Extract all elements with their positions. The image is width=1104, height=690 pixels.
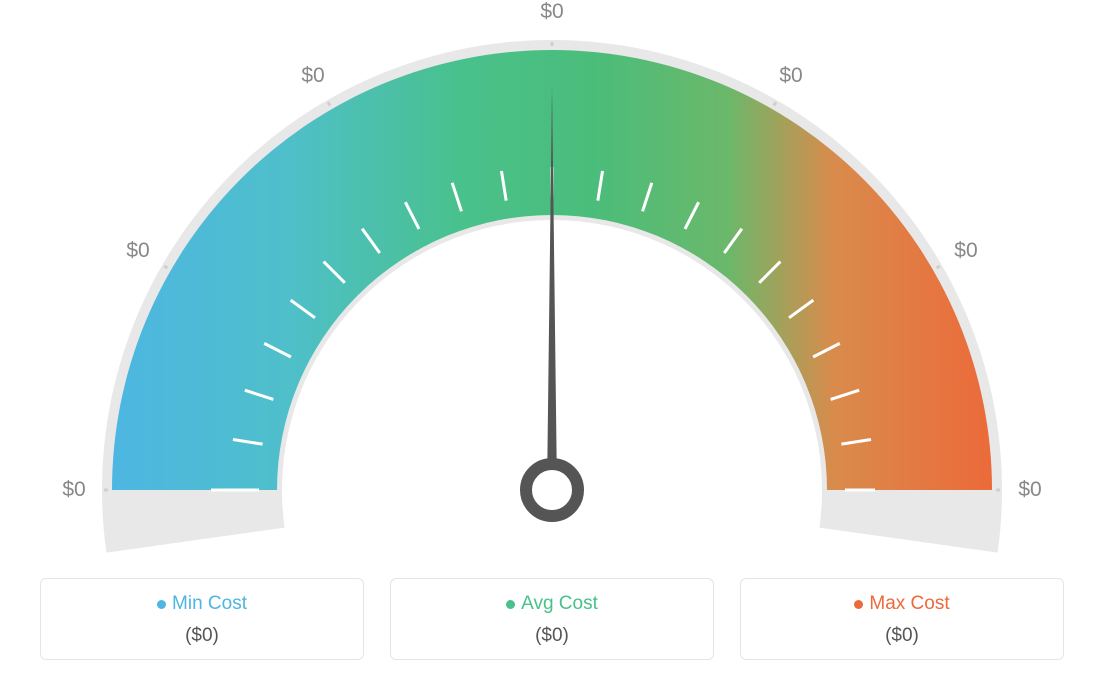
gauge-tick-label: $0 — [1018, 478, 1041, 502]
legend-label-max: Max Cost — [869, 593, 949, 615]
legend-dot-max — [854, 600, 863, 609]
gauge-tick-label: $0 — [126, 239, 149, 263]
legend-label-min: Min Cost — [172, 593, 247, 615]
legend-title-max: Max Cost — [854, 593, 949, 615]
gauge-cost-chart: $0 $0 $0 $0 $0 $0 $0 Min Cost ($0) Avg Cost ($… — [0, 0, 1104, 690]
legend-value-min: ($0) — [51, 625, 353, 647]
legend-card-avg: Avg Cost ($0) — [390, 578, 714, 660]
legend-value-max: ($0) — [751, 625, 1053, 647]
legend-row: Min Cost ($0) Avg Cost ($0) Max Cost ($0… — [40, 578, 1064, 660]
gauge-tick-label: $0 — [540, 0, 563, 24]
legend-dot-min — [157, 600, 166, 609]
legend-card-min: Min Cost ($0) — [40, 578, 364, 660]
gauge-tick-label: $0 — [954, 239, 977, 263]
legend-title-min: Min Cost — [157, 593, 247, 615]
gauge-tick-label: $0 — [779, 64, 802, 88]
gauge-tick-label: $0 — [301, 64, 324, 88]
legend-card-max: Max Cost ($0) — [740, 578, 1064, 660]
legend-title-avg: Avg Cost — [506, 593, 598, 615]
gauge-area: $0 $0 $0 $0 $0 $0 $0 — [0, 0, 1104, 560]
legend-value-avg: ($0) — [401, 625, 703, 647]
gauge-svg — [0, 0, 1104, 560]
legend-dot-avg — [506, 600, 515, 609]
gauge-tick-label: $0 — [62, 478, 85, 502]
legend-label-avg: Avg Cost — [521, 593, 598, 615]
